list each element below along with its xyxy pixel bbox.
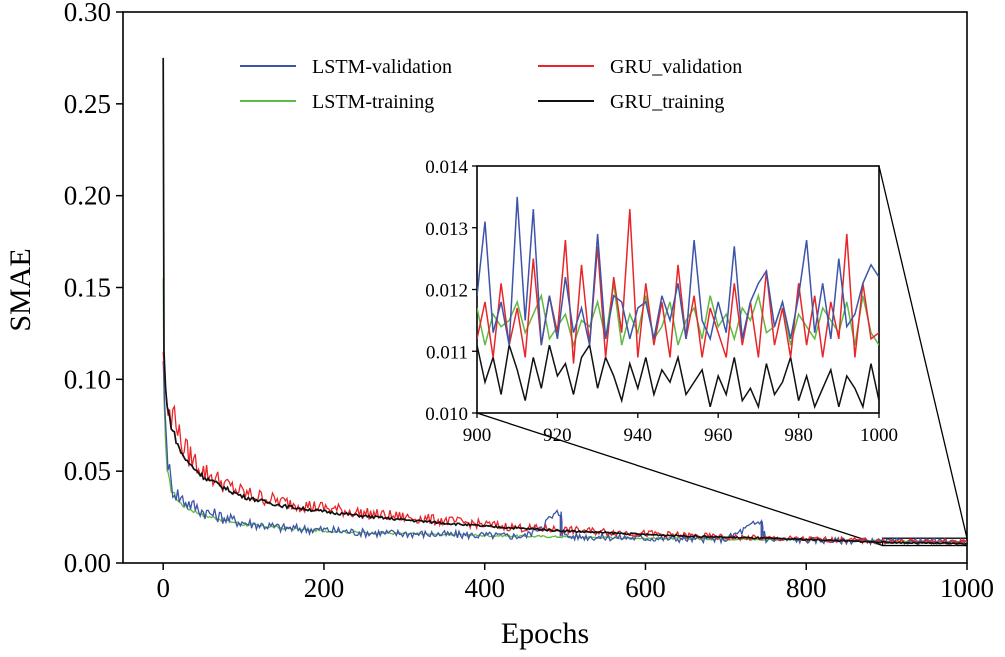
series-lstm-validation bbox=[162, 360, 967, 547]
inset-y-tick-label: 0.013 bbox=[425, 219, 468, 240]
inset-x-tick-label: 900 bbox=[463, 425, 492, 446]
y-axis-label: SMAE bbox=[4, 248, 37, 331]
y-tick-label: 0.15 bbox=[64, 273, 111, 303]
zoom-connector-left bbox=[476, 412, 883, 547]
inset-y-tick-label: 0.010 bbox=[425, 404, 468, 425]
inset-series-group bbox=[477, 196, 879, 410]
y-tick-label: 0.05 bbox=[64, 456, 111, 486]
inset-x-tick-label: 960 bbox=[704, 425, 733, 446]
legend-label: LSTM-training bbox=[312, 91, 434, 113]
y-tick-label: 0.10 bbox=[64, 364, 111, 394]
inset-y-tick-label: 0.012 bbox=[425, 281, 468, 302]
series-gru-training bbox=[162, 57, 967, 545]
x-tick-label: 400 bbox=[464, 573, 505, 603]
legend-item-lstm-validation: LSTM-validation bbox=[240, 56, 452, 78]
x-tick-label: 800 bbox=[786, 573, 827, 603]
inset-x-tick-label: 980 bbox=[784, 425, 813, 446]
main-series-group bbox=[162, 57, 967, 547]
legend-item-gru-validation: GRU_validation bbox=[538, 56, 742, 78]
x-tick-label: 0 bbox=[156, 573, 170, 603]
inset-series-gru-training bbox=[477, 343, 879, 410]
legend-item-lstm-training: LSTM-training bbox=[240, 91, 434, 113]
y-tick-label: 0.20 bbox=[64, 181, 111, 211]
inset-series-lstm-validation bbox=[477, 196, 879, 346]
x-axis-label: Epochs bbox=[501, 617, 589, 650]
x-tick-label: 600 bbox=[625, 573, 666, 603]
y-tick-label: 0.25 bbox=[64, 89, 111, 119]
inset-series-lstm-training bbox=[477, 283, 879, 348]
legend-label: GRU_validation bbox=[610, 56, 742, 78]
y-tick-label: 0.00 bbox=[64, 548, 111, 578]
inset-y-tick-label: 0.014 bbox=[425, 157, 468, 178]
legend-item-gru-training: GRU_training bbox=[538, 91, 724, 113]
inset-x-tick-label: 920 bbox=[543, 425, 572, 446]
x-tick-label: 1000 bbox=[940, 573, 994, 603]
inset-y-tick-label: 0.011 bbox=[426, 342, 468, 363]
inset-x-tick-label: 1000 bbox=[860, 425, 898, 446]
legend-label: LSTM-validation bbox=[312, 56, 452, 78]
inset-x-tick-label: 940 bbox=[624, 425, 653, 446]
legend-label: GRU_training bbox=[610, 91, 724, 113]
x-tick-label: 200 bbox=[304, 573, 345, 603]
y-tick-label: 0.30 bbox=[64, 0, 111, 27]
zoom-connector-right bbox=[878, 165, 968, 539]
